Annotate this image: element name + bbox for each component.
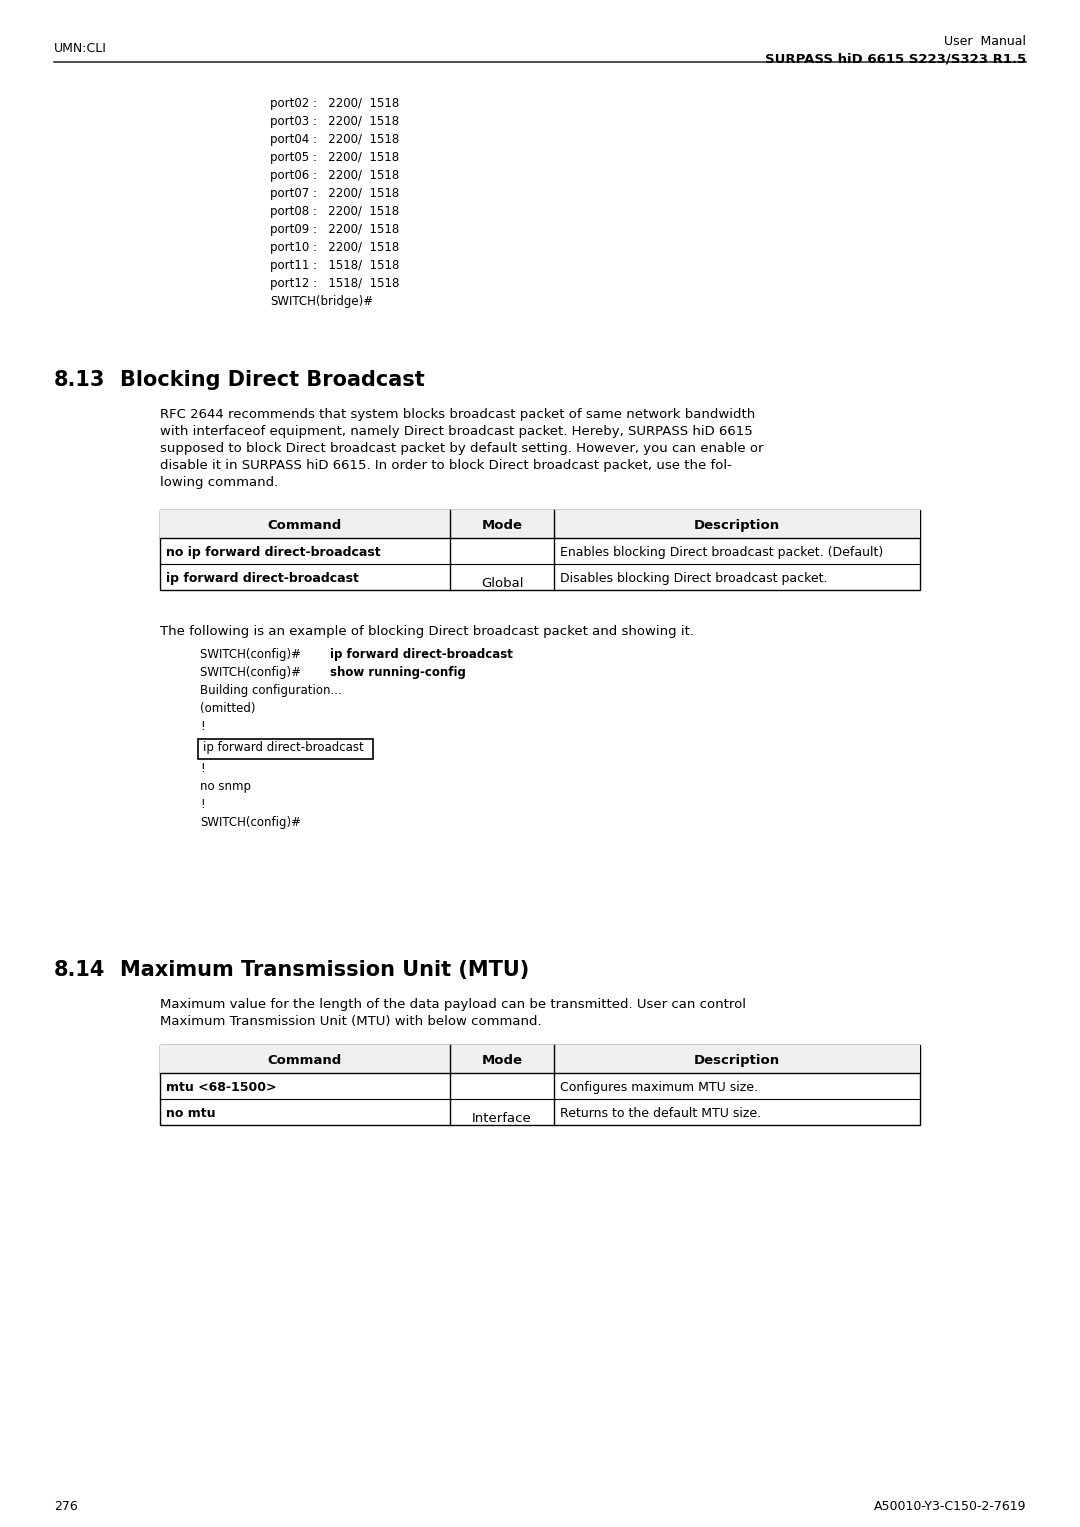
Text: A50010-Y3-C150-2-7619: A50010-Y3-C150-2-7619 [874, 1500, 1026, 1513]
Text: no snmp: no snmp [200, 780, 251, 793]
Text: port12 :   1518/  1518: port12 : 1518/ 1518 [270, 276, 400, 290]
Text: Command: Command [268, 1054, 342, 1067]
Text: Configures maximum MTU size.: Configures maximum MTU size. [561, 1081, 758, 1093]
Text: ip forward direct-broadcast: ip forward direct-broadcast [166, 573, 359, 585]
Text: port05 :   2200/  1518: port05 : 2200/ 1518 [270, 151, 400, 163]
Text: 8.13: 8.13 [54, 370, 106, 389]
Text: Global: Global [481, 577, 523, 589]
Text: ip forward direct-broadcast: ip forward direct-broadcast [203, 741, 364, 754]
Text: port06 :   2200/  1518: port06 : 2200/ 1518 [270, 169, 400, 182]
Text: !: ! [200, 721, 204, 733]
Text: SWITCH(bridge)#: SWITCH(bridge)# [270, 295, 373, 308]
Text: Description: Description [694, 1054, 780, 1067]
Text: port02 :   2200/  1518: port02 : 2200/ 1518 [270, 98, 400, 110]
Bar [160, 1044, 920, 1125]
Text: Blocking Direct Broadcast: Blocking Direct Broadcast [120, 370, 424, 389]
Text: Interface: Interface [472, 1112, 531, 1125]
Text: Mode: Mode [482, 1054, 523, 1067]
Text: disable it in SURPASS hiD 6615. In order to block Direct broadcast packet, use t: disable it in SURPASS hiD 6615. In order… [160, 460, 732, 472]
Bar [160, 510, 920, 589]
Text: Mode: Mode [482, 519, 523, 531]
Text: Returns to the default MTU size.: Returns to the default MTU size. [561, 1107, 761, 1119]
Text: port11 :   1518/  1518: port11 : 1518/ 1518 [270, 260, 400, 272]
Text: SWITCH(config)#: SWITCH(config)# [200, 647, 305, 661]
Text: 276: 276 [54, 1500, 78, 1513]
Text: Maximum value for the length of the data payload can be transmitted. User can co: Maximum value for the length of the data… [160, 999, 746, 1011]
Text: supposed to block Direct broadcast packet by default setting. However, you can e: supposed to block Direct broadcast packe… [160, 441, 764, 455]
Text: !: ! [200, 762, 204, 776]
Text: User  Manual: User Manual [944, 35, 1026, 47]
Text: mtu <68-1500>: mtu <68-1500> [166, 1081, 276, 1093]
Text: Enables blocking Direct broadcast packet. (Default): Enables blocking Direct broadcast packet… [561, 547, 883, 559]
Bar [160, 1044, 920, 1073]
Text: Building configuration...: Building configuration... [200, 684, 341, 696]
Text: Command: Command [268, 519, 342, 531]
Text: SURPASS hiD 6615 S223/S323 R1.5: SURPASS hiD 6615 S223/S323 R1.5 [765, 52, 1026, 66]
Text: The following is an example of blocking Direct broadcast packet and showing it.: The following is an example of blocking … [160, 625, 694, 638]
Text: Description: Description [694, 519, 780, 531]
Text: port09 :   2200/  1518: port09 : 2200/ 1518 [270, 223, 400, 237]
Text: (omitted): (omitted) [200, 702, 256, 715]
Text: port10 :   2200/  1518: port10 : 2200/ 1518 [270, 241, 400, 253]
Text: with interfaceof equipment, namely Direct broadcast packet. Hereby, SURPASS hiD : with interfaceof equipment, namely Direc… [160, 425, 753, 438]
Text: SWITCH(config)#: SWITCH(config)# [200, 666, 305, 680]
Bar [198, 739, 373, 759]
Text: Maximum Transmission Unit (MTU): Maximum Transmission Unit (MTU) [120, 960, 529, 980]
Text: no ip forward direct-broadcast: no ip forward direct-broadcast [166, 547, 380, 559]
Text: UMN:CLI: UMN:CLI [54, 43, 107, 55]
Text: Maximum Transmission Unit (MTU) with below command.: Maximum Transmission Unit (MTU) with bel… [160, 1015, 542, 1028]
Text: show running-config: show running-config [330, 666, 465, 680]
Text: no mtu: no mtu [166, 1107, 216, 1119]
Text: port07 :   2200/  1518: port07 : 2200/ 1518 [270, 186, 400, 200]
Text: port03 :   2200/  1518: port03 : 2200/ 1518 [270, 115, 400, 128]
Text: RFC 2644 recommends that system blocks broadcast packet of same network bandwidt: RFC 2644 recommends that system blocks b… [160, 408, 755, 421]
Text: SWITCH(config)#: SWITCH(config)# [200, 815, 301, 829]
Text: lowing command.: lowing command. [160, 476, 279, 489]
Text: Disables blocking Direct broadcast packet.: Disables blocking Direct broadcast packe… [561, 573, 827, 585]
Text: !: ! [200, 799, 204, 811]
Text: 8.14: 8.14 [54, 960, 106, 980]
Bar [160, 510, 920, 538]
Text: port04 :   2200/  1518: port04 : 2200/ 1518 [270, 133, 400, 147]
Text: ip forward direct-broadcast: ip forward direct-broadcast [330, 647, 513, 661]
Text: port08 :   2200/  1518: port08 : 2200/ 1518 [270, 205, 400, 218]
